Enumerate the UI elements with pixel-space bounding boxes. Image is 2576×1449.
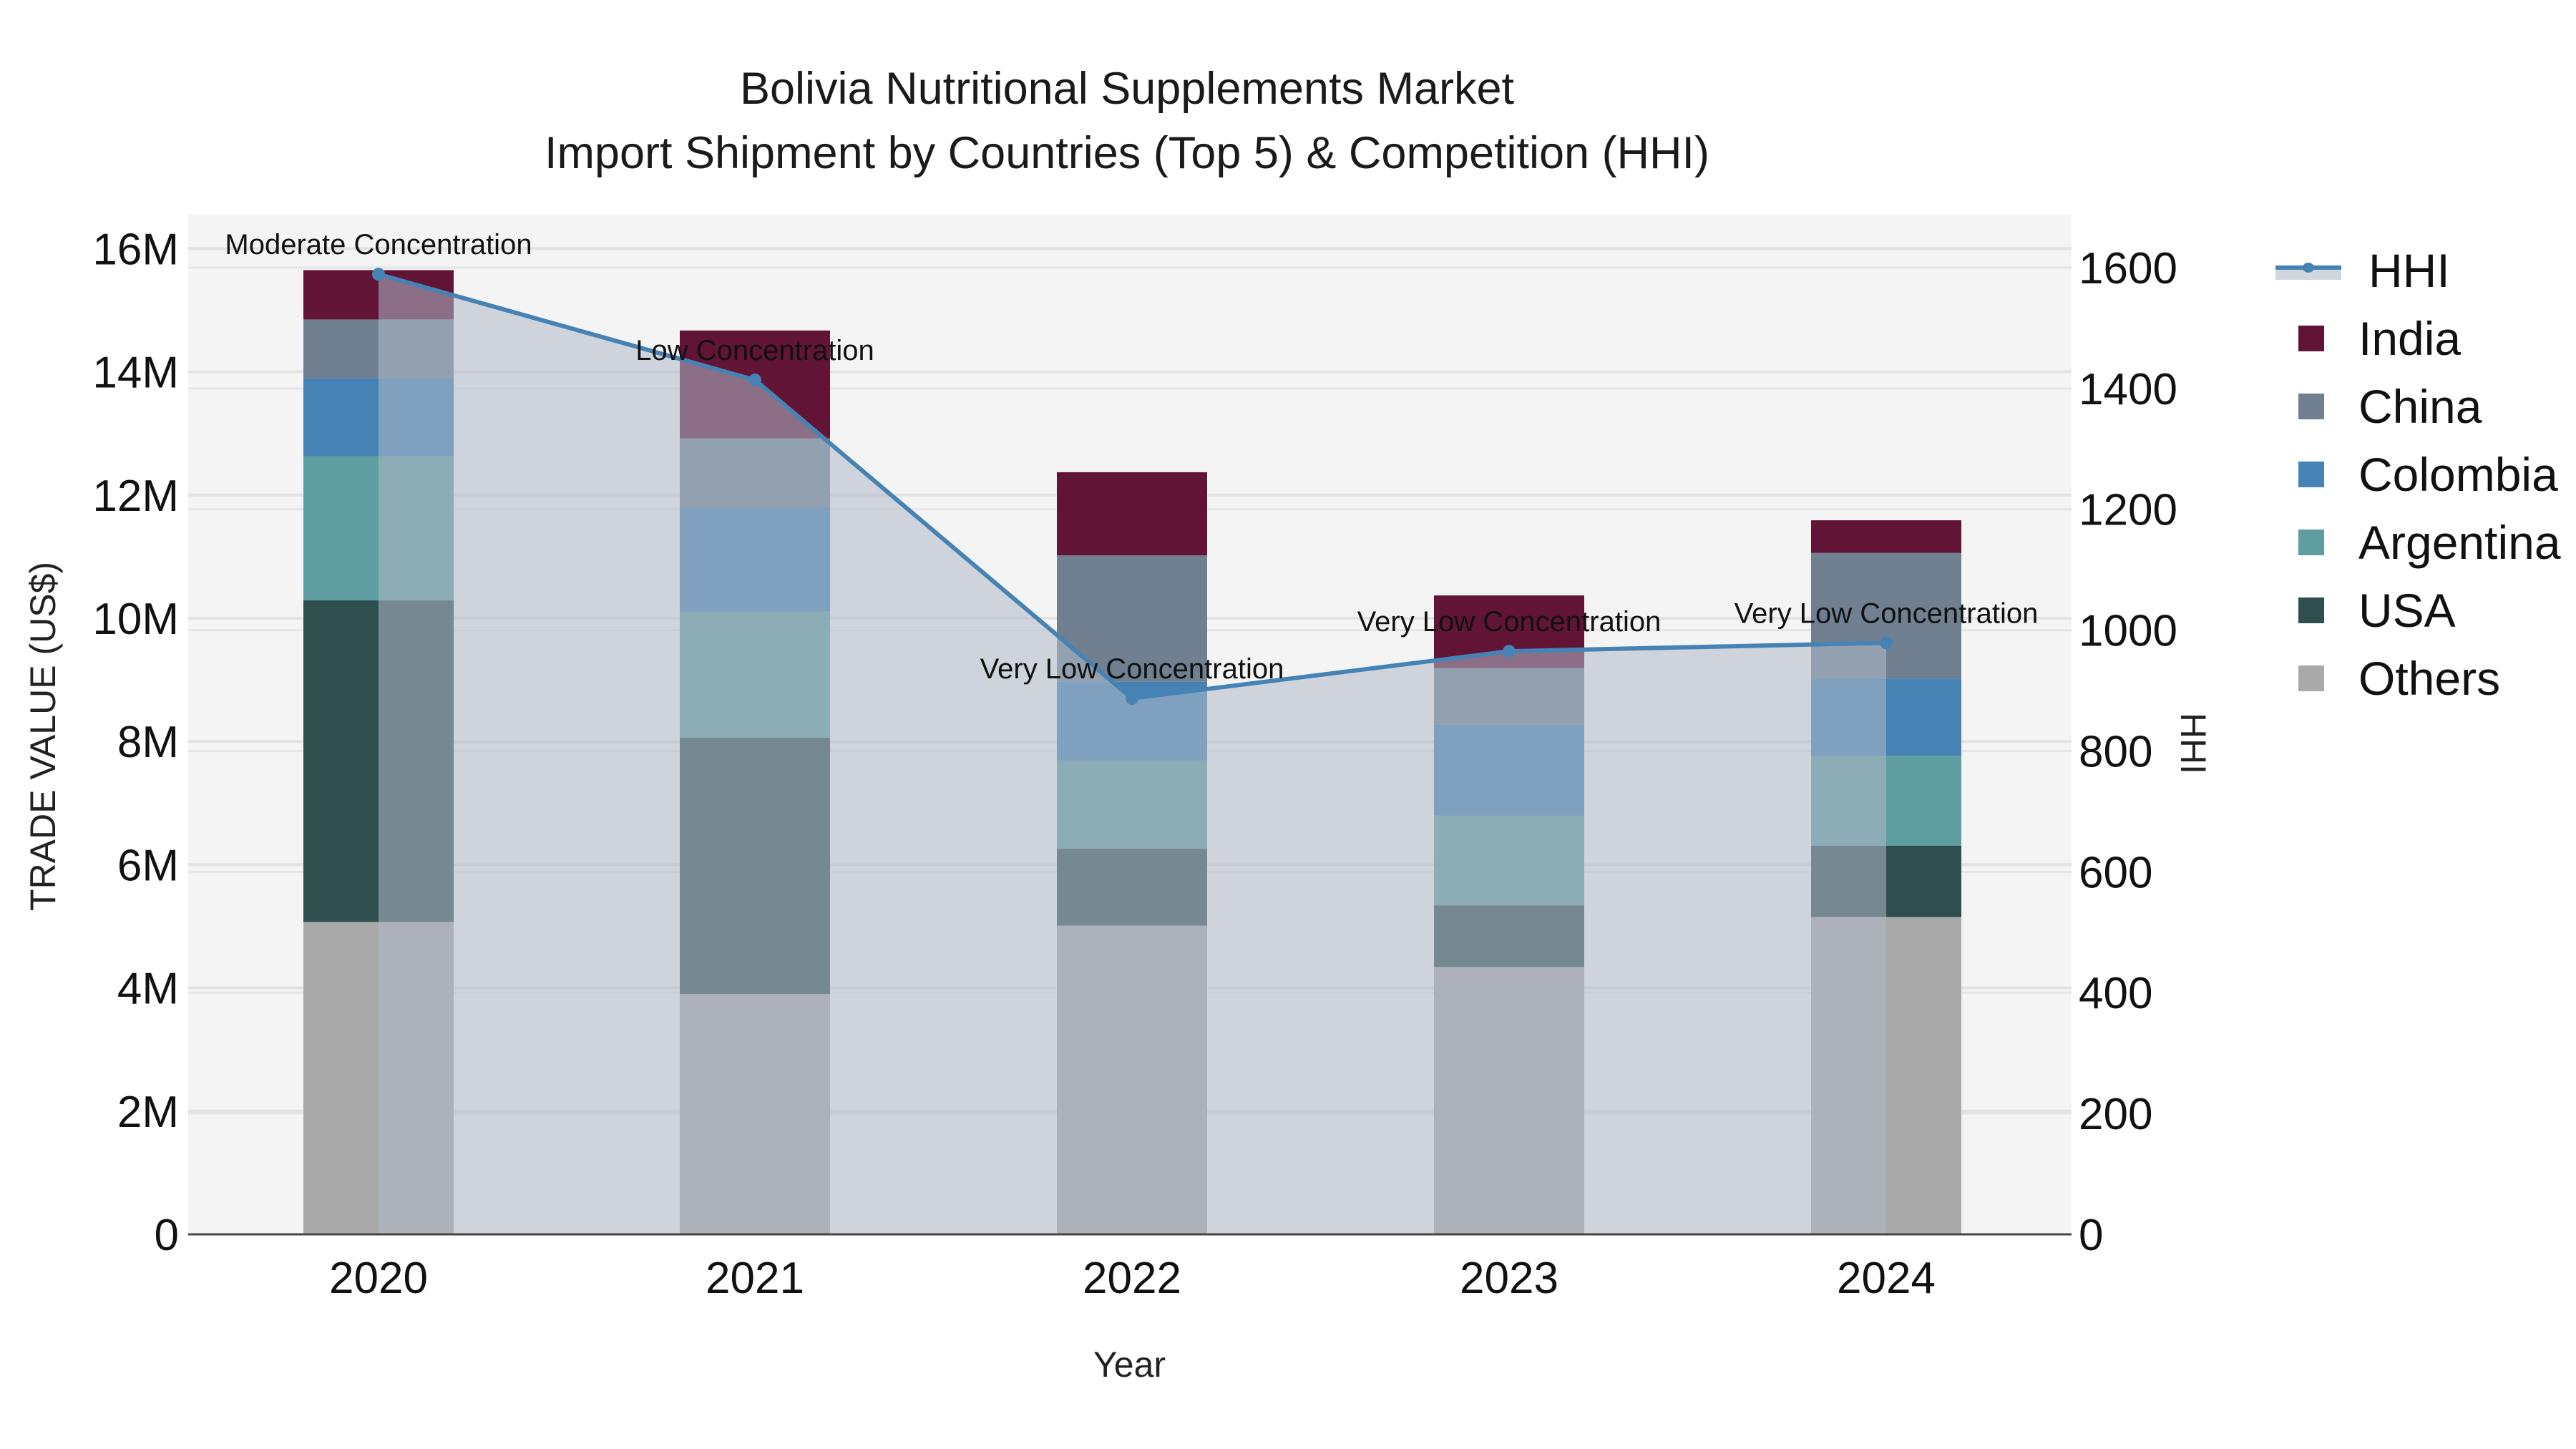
y-left-axis-title: TRADE VALUE (US$) (23, 561, 63, 912)
hhi-annotation: Moderate Concentration (225, 229, 532, 260)
legend-label: Argentina (2358, 515, 2561, 569)
legend-item-india[interactable]: India (2275, 304, 2561, 372)
y-right-tick-label: 1400 (2079, 365, 2177, 414)
legend-label: HHI (2368, 243, 2450, 297)
legend-label: China (2358, 379, 2482, 433)
hhi-line-series (372, 268, 1893, 1234)
hhi-annotation: Low Concentration (635, 335, 874, 366)
y-right-tick-label: 1000 (2079, 607, 2177, 656)
legend-label: Others (2358, 651, 2501, 705)
hhi-annotation: Very Low Concentration (1735, 597, 2039, 629)
y-left-tick-label: 16M (92, 225, 179, 274)
legend: HHI India China Colombia Argentina USA Others (2275, 236, 2561, 712)
y-left-tick-label: 10M (92, 595, 179, 644)
color-swatch-icon (2298, 325, 2324, 351)
y-left-tick-label: 8M (117, 718, 179, 767)
y-left-tick-label: 0 (155, 1211, 179, 1260)
hhi-marker-2024[interactable] (1880, 636, 1893, 650)
legend-item-argentina[interactable]: Argentina (2275, 508, 2561, 576)
legend-item-others[interactable]: Others (2275, 644, 2561, 712)
legend-item-china[interactable]: China (2275, 372, 2561, 440)
y-right-tick-label: 0 (2079, 1211, 2103, 1260)
chart-title-line-2: Import Shipment by Countries (Top 5) & C… (544, 128, 1710, 178)
legend-item-usa[interactable]: USA (2275, 576, 2561, 644)
bar-segment-india[interactable] (1811, 520, 1961, 553)
color-swatch-icon (2298, 597, 2324, 623)
y-left-tick-label: 12M (92, 472, 179, 521)
x-tick-label: 2021 (706, 1254, 804, 1303)
legend-label: Colombia (2358, 447, 2558, 501)
y-right-tick-label: 1200 (2079, 486, 2177, 535)
hhi-annotations: Moderate Concentration Low Concentration V… (225, 229, 2038, 685)
color-swatch-icon (2298, 393, 2324, 419)
y-left-tick-label: 6M (117, 841, 179, 890)
chart-title-line-1: Bolivia Nutritional Supplements Market (740, 64, 1514, 114)
hhi-marker-2020[interactable] (372, 268, 385, 281)
x-tick-label: 2020 (329, 1254, 428, 1303)
hhi-marker-2021[interactable] (748, 374, 761, 387)
y-right-tick-label: 200 (2079, 1090, 2152, 1139)
hhi-annotation: Very Low Concentration (1357, 606, 1662, 638)
hhi-marker-2023[interactable] (1503, 645, 1516, 658)
legend-item-hhi[interactable]: HHI (2275, 236, 2561, 304)
legend-label: India (2358, 311, 2462, 365)
bar-segment-india[interactable] (1057, 472, 1207, 556)
y-right-tick-label: 800 (2079, 727, 2152, 776)
legend-item-colombia[interactable]: Colombia (2275, 440, 2561, 508)
x-axis-title: Year (1093, 1345, 1166, 1385)
legend-label: USA (2358, 583, 2456, 637)
y-left-tick-label: 14M (92, 348, 179, 398)
color-swatch-icon (2298, 529, 2324, 555)
axis-ticks: 0 2M 4M 6M 8M 10M 12M 14M 16M 0 200 400 600 800 1000 12… (92, 225, 2177, 1303)
color-swatch-icon (2298, 665, 2324, 691)
color-swatch-icon (2298, 461, 2324, 487)
hhi-marker-2022[interactable] (1126, 692, 1138, 706)
hhi-area-fill (379, 274, 1886, 1234)
x-tick-label: 2023 (1460, 1254, 1558, 1303)
hhi-annotation: Very Low Concentration (980, 653, 1284, 685)
x-tick-label: 2022 (1083, 1254, 1181, 1303)
y-right-tick-label: 600 (2079, 848, 2152, 897)
y-left-tick-label: 4M (117, 965, 179, 1014)
y-right-axis-title: HHI (2173, 712, 2214, 775)
y-right-tick-label: 400 (2079, 969, 2152, 1018)
line-marker-icon (2275, 260, 2341, 281)
y-right-tick-label: 1600 (2079, 244, 2177, 293)
y-left-tick-label: 2M (117, 1088, 179, 1137)
x-tick-label: 2024 (1837, 1254, 1936, 1303)
